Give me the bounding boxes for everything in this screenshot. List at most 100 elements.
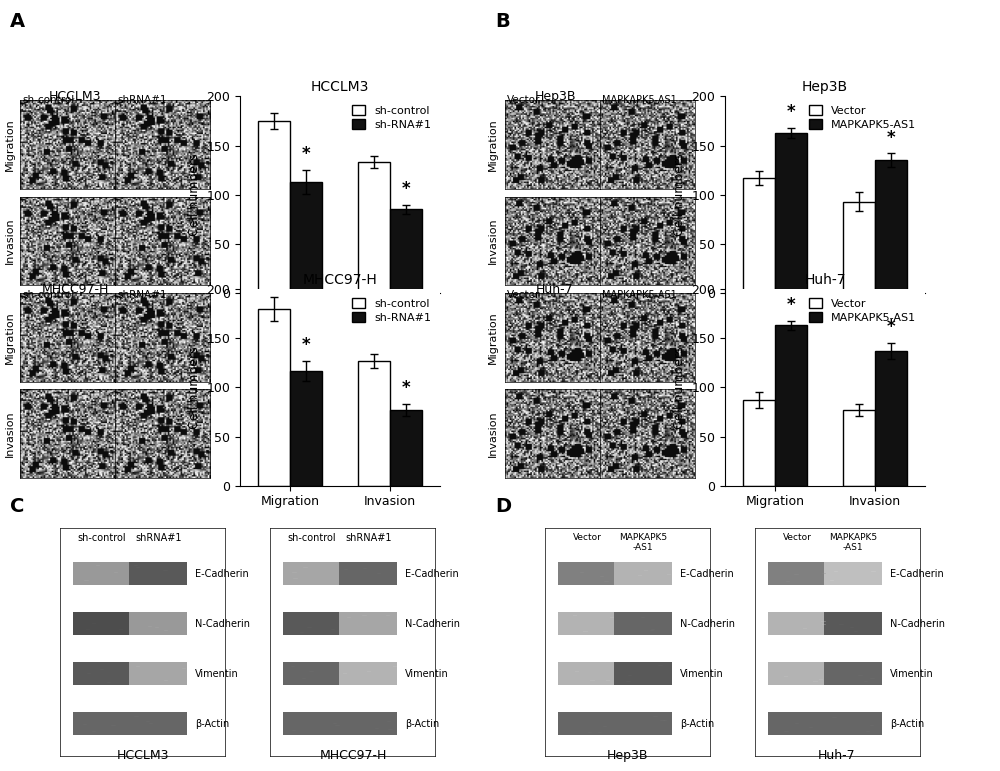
Text: *: * <box>302 145 310 163</box>
Bar <box>614 612 672 635</box>
Text: Huh-7: Huh-7 <box>536 283 574 295</box>
Text: N-Cadherin: N-Cadherin <box>195 618 250 628</box>
Bar <box>73 662 131 685</box>
Text: shRNA#1: shRNA#1 <box>117 290 166 299</box>
Bar <box>339 562 397 585</box>
Bar <box>768 562 826 585</box>
Bar <box>290 371 322 486</box>
Bar <box>558 562 616 585</box>
Text: Vimentin: Vimentin <box>405 668 449 678</box>
Bar <box>824 562 882 585</box>
Text: Huh-7: Huh-7 <box>818 749 856 762</box>
Title: HCCLM3: HCCLM3 <box>311 80 369 94</box>
Bar <box>283 612 341 635</box>
Bar <box>743 178 775 293</box>
Title: Hep3B: Hep3B <box>802 80 848 94</box>
Bar <box>358 361 390 486</box>
Bar <box>768 712 826 735</box>
Bar <box>614 562 672 585</box>
Bar <box>73 712 131 735</box>
Text: β-Actin: β-Actin <box>195 719 230 729</box>
Bar <box>390 410 422 486</box>
Legend: Vector, MAPKAPK5-AS1: Vector, MAPKAPK5-AS1 <box>805 102 919 133</box>
Bar <box>258 308 290 486</box>
Text: *: * <box>887 318 895 336</box>
Text: MAPKAPK5-AS1: MAPKAPK5-AS1 <box>602 96 677 105</box>
Bar <box>339 612 397 635</box>
Text: sh-control: sh-control <box>22 96 74 105</box>
Text: N-Cadherin: N-Cadherin <box>680 618 735 628</box>
Text: N-Cadherin: N-Cadherin <box>405 618 460 628</box>
Bar <box>129 662 187 685</box>
Bar <box>73 562 131 585</box>
Y-axis label: Cell numbers: Cell numbers <box>673 346 686 429</box>
Text: Invasion: Invasion <box>488 217 498 264</box>
Text: MHCC97-H: MHCC97-H <box>319 749 387 762</box>
Bar <box>743 400 775 486</box>
Bar <box>824 662 882 685</box>
Bar <box>558 662 616 685</box>
Bar <box>339 712 397 735</box>
Text: sh-control: sh-control <box>288 533 336 543</box>
Text: E-Cadherin: E-Cadherin <box>680 569 734 578</box>
Bar <box>843 410 875 486</box>
Text: A: A <box>10 12 25 31</box>
Text: *: * <box>402 379 410 397</box>
Text: E-Cadherin: E-Cadherin <box>195 569 249 578</box>
Text: *: * <box>302 336 310 354</box>
Text: D: D <box>495 497 511 517</box>
Text: Invasion: Invasion <box>5 217 15 264</box>
Bar <box>129 712 187 735</box>
Title: MHCC97-H: MHCC97-H <box>303 273 377 287</box>
Text: B: B <box>495 12 510 31</box>
Bar <box>283 712 341 735</box>
Y-axis label: Cell numbers: Cell numbers <box>188 346 201 429</box>
Y-axis label: Cell numbers: Cell numbers <box>673 153 686 236</box>
Text: Vimentin: Vimentin <box>195 668 239 678</box>
Legend: Vector, MAPKAPK5-AS1: Vector, MAPKAPK5-AS1 <box>805 295 919 326</box>
Text: *: * <box>887 129 895 146</box>
Bar <box>358 162 390 293</box>
Text: sh-control: sh-control <box>22 290 74 299</box>
Bar <box>843 201 875 293</box>
Text: Vector: Vector <box>783 533 812 542</box>
Text: shRNA#1: shRNA#1 <box>117 96 166 105</box>
Text: β-Actin: β-Actin <box>680 719 715 729</box>
Bar <box>283 562 341 585</box>
Text: Vimentin: Vimentin <box>890 668 934 678</box>
Bar <box>768 662 826 685</box>
Text: Vector: Vector <box>573 533 602 542</box>
Text: E-Cadherin: E-Cadherin <box>405 569 459 578</box>
Text: Hep3B: Hep3B <box>606 749 648 762</box>
Text: Vimentin: Vimentin <box>680 668 724 678</box>
Bar <box>614 712 672 735</box>
Bar <box>824 712 882 735</box>
Bar <box>129 562 187 585</box>
Text: Invasion: Invasion <box>488 410 498 456</box>
Text: *: * <box>787 296 795 314</box>
Text: β-Actin: β-Actin <box>405 719 440 729</box>
Text: shRNA#1: shRNA#1 <box>135 533 181 543</box>
Text: Migration: Migration <box>488 311 498 364</box>
Text: Migration: Migration <box>488 119 498 171</box>
Text: Vector: Vector <box>507 290 540 299</box>
Legend: sh-control, sh-RNA#1: sh-control, sh-RNA#1 <box>349 102 434 133</box>
Text: E-Cadherin: E-Cadherin <box>890 569 944 578</box>
Bar <box>290 182 322 293</box>
Bar <box>875 160 907 293</box>
Y-axis label: Cell numbers: Cell numbers <box>188 153 201 236</box>
Bar <box>73 612 131 635</box>
Bar <box>558 612 616 635</box>
Text: sh-control: sh-control <box>78 533 126 543</box>
Text: HCCLM3: HCCLM3 <box>49 90 101 103</box>
Text: MAPKAPK5-AS1: MAPKAPK5-AS1 <box>602 290 677 299</box>
Bar <box>875 351 907 486</box>
Text: Hep3B: Hep3B <box>534 90 576 103</box>
Bar <box>775 325 807 486</box>
Text: Invasion: Invasion <box>5 410 15 456</box>
Text: Vector: Vector <box>507 96 540 105</box>
Bar <box>390 210 422 293</box>
Legend: sh-control, sh-RNA#1: sh-control, sh-RNA#1 <box>349 295 434 326</box>
Text: C: C <box>10 497 24 517</box>
Bar <box>614 662 672 685</box>
